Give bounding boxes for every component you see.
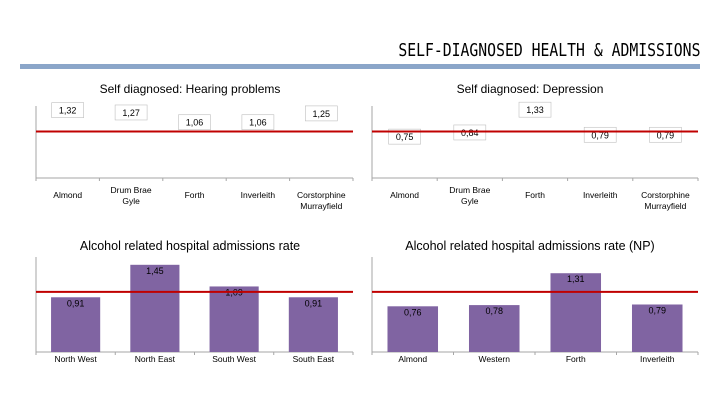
alcohol_np-value-label: 1,31 [567,274,585,284]
depression-chart-title: Self diagnosed: Depression [456,82,604,96]
depression-value-label-box [388,128,421,145]
depression-value-label: 0,79 [657,130,675,140]
alcohol-category-label: North West [54,354,97,364]
alcohol_np-bar [550,273,602,352]
hearing-value-label: 1,32 [59,106,77,116]
alcohol-chart-title: Alcohol related hospital admissions rate [79,239,301,253]
depression-chart: Self diagnosed: Depression 0,75 Almond 0,8… [360,78,700,218]
depression-value-label-box [518,101,552,118]
alcohol-bar [130,264,180,352]
alcohol-np-chart: Alcohol related hospital admissions rate… [360,235,700,370]
depression-value-label: 0,84 [461,128,479,138]
hearing-value-label-box [241,114,275,131]
alcohol-bar [209,286,259,352]
alcohol_np-bar [387,306,439,352]
alcohol-value-label: 0,91 [305,298,323,308]
alcohol_np-value-label: 0,79 [648,305,666,315]
alcohol-value-label: 1,45 [146,266,164,276]
alcohol_np-category-label: Forth [566,354,586,364]
depression-category-label: Almond [390,190,419,200]
depression-value-label: 0,75 [396,132,414,142]
title-divider [20,64,700,69]
alcohol_np-bar [631,304,683,352]
alcohol-category-label: South East [293,354,335,364]
alcohol-bar [288,297,338,352]
depression-category-label: Drum Brae Gyle [449,185,490,206]
alcohol_np-bar [468,305,520,352]
hearing-value-label: 1,06 [249,118,267,128]
alcohol-category-label: North East [135,354,176,364]
depression-category-label: Forth [525,190,545,200]
hearing-chart: Self diagnosed: Hearing problems 1,32 Alm… [20,78,360,218]
alcohol_np-value-label: 0,78 [485,306,503,316]
hearing-value-label-box [178,114,211,131]
alcohol_np-category-label: Western [479,354,511,364]
hearing-category-label: Inverleith [241,190,276,200]
page-title: SELF-DIAGNOSED HEALTH & ADMISSIONS [397,40,700,61]
alcohol-np-chart-svg: 0,76 Almond 0,78 Western 1,31 Forth 0,79 Inverl… [371,257,699,364]
hearing-value-label: 1,06 [186,118,204,128]
alcohol_np-category-label: Inverleith [640,354,675,364]
alcohol-category-label: South West [212,354,256,364]
hearing-category-label: Drum Brae Gyle [111,185,152,206]
alcohol-chart: Alcohol related hospital admissions rate… [20,235,360,370]
hearing-value-label-box [114,104,148,121]
hearing-chart-title: Self diagnosed: Hearing problems [99,82,281,96]
hearing-value-label: 1,25 [313,109,331,119]
alcohol-bar [51,297,101,352]
hearing-value-label-box [51,102,85,118]
hearing-category-label: Almond [53,190,82,200]
hearing-value-label-box [304,105,338,122]
depression-category-label: Corstorphine Murrayfield [641,190,690,211]
depression-category-label: Inverleith [583,190,618,200]
depression-value-label: 0,79 [591,130,609,140]
hearing-category-label: Corstorphine Murrayfield [297,190,346,211]
depression-value-label: 1,33 [526,105,544,115]
alcohol_np-category-label: Almond [398,354,427,364]
alcohol_np-value-label: 0,76 [404,307,422,317]
depression-chart-svg: 0,75 Almond 0,84 Drum Brae Gyle 1,33 Forth 0,79… [371,101,699,211]
hearing-category-label: Forth [185,190,205,200]
alcohol-np-chart-title: Alcohol related hospital admissions rate… [405,239,655,253]
hearing-value-label: 1,27 [122,108,140,118]
hearing-chart-svg: 1,32 Almond 1,27 Drum Brae Gyle 1,06 Forth 1,06… [35,102,354,211]
alcohol-value-label: 0,91 [67,298,85,308]
